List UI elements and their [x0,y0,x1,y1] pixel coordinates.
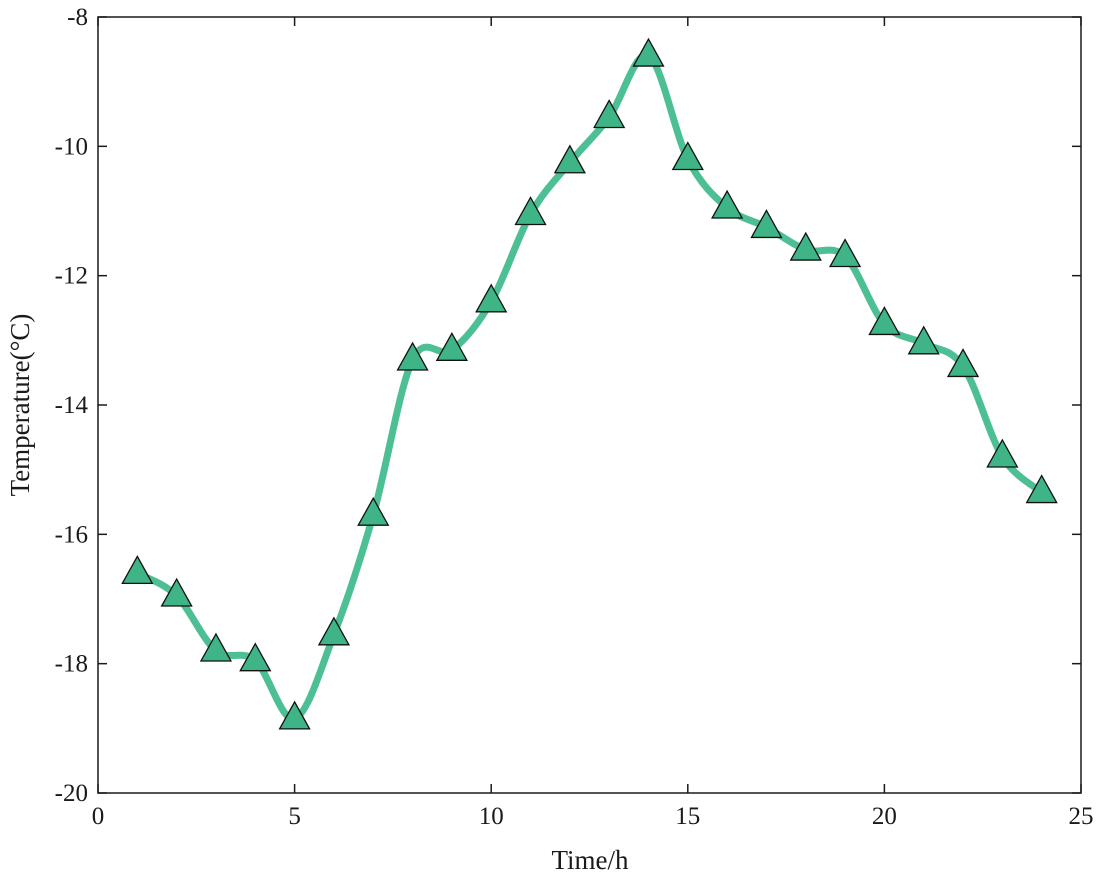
y-tick-label: -12 [55,263,88,290]
data-point-marker [632,37,665,67]
y-tick-label: -10 [55,133,88,160]
data-point-marker [711,189,744,219]
data-point-marker [514,196,547,226]
data-point-marker [671,141,704,171]
y-tick-label: -8 [67,4,88,31]
data-point-marker [278,700,311,730]
data-point-marker [789,231,822,261]
data-point-marker [946,348,980,378]
x-tick-label: 5 [288,803,301,830]
data-point-marker [553,144,586,174]
y-tick-label: -20 [55,780,88,807]
plot-frame [97,16,1082,794]
data-point-marker [907,325,940,355]
data-point-marker [828,238,862,268]
temperature-curve [133,51,1046,723]
y-tick-label: -16 [55,521,88,548]
data-point-marker [986,438,1019,468]
data-point-marker [868,306,901,336]
x-tick-label: 20 [872,803,897,830]
data-point-marker [239,642,272,672]
x-axis-label: Time/h [551,845,629,875]
x-tick-label: 10 [479,803,504,830]
data-point-marker [396,341,429,371]
y-tick-label: -14 [55,392,89,419]
data-point-marker [357,496,390,526]
data-point-marker [317,616,351,646]
data-point-marker [750,209,783,239]
data-point-marker [475,283,508,313]
data-point-marker [593,99,626,129]
x-tick-label: 15 [675,803,700,830]
y-tick-label: -18 [55,651,88,678]
y-axis-label: Temperature(°C) [5,314,35,497]
x-axis-ticks: 0 5 10 15 20 25 [92,17,1094,830]
data-point-marker [435,331,468,361]
y-axis-ticks: -20 -18 -16 -14 -12 -10 -8 [55,4,1081,807]
data-point-marker [121,555,154,585]
data-point-marker [1025,474,1058,504]
data-point-marker [160,577,193,607]
data-point-marker [199,632,233,662]
x-tick-label: 25 [1069,803,1094,830]
data-point-markers [121,37,1058,730]
x-tick-label: 0 [92,803,105,830]
